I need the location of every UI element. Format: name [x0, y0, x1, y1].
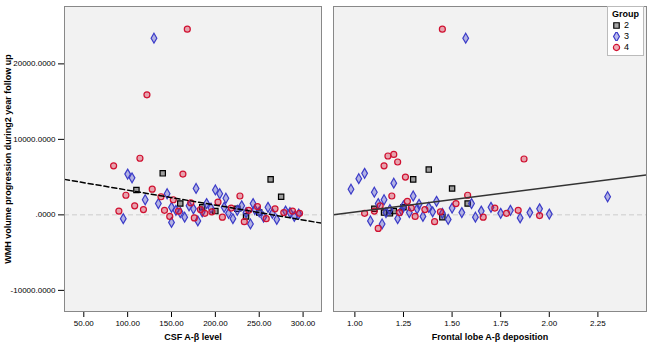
svg-text:2.00: 2.00 [542, 319, 558, 328]
html-text:Group: Group [612, 9, 639, 19]
svg-text:2.25: 2.25 [590, 319, 606, 328]
html-text:3: 3 [624, 31, 629, 41]
html-text:4: 4 [624, 42, 629, 52]
svg-text:CSF A-β level: CSF A-β level [164, 332, 222, 342]
svg-text:200.00: 200.00 [203, 319, 228, 328]
svg-text:10000.0000: 10000.0000 [13, 135, 56, 144]
svg-text:WMH volume progression during2: WMH volume progression during2 year foll… [3, 54, 13, 264]
html-text:2: 2 [624, 20, 629, 30]
svg-text:50.00: 50.00 [74, 319, 95, 328]
svg-text:20000.0000: 20000.0000 [13, 59, 56, 68]
svg-text:.0000: .0000 [35, 210, 56, 219]
svg-text:Frontal lobe A-β deposition: Frontal lobe A-β deposition [432, 332, 549, 342]
svg-text:1.25: 1.25 [396, 319, 412, 328]
svg-text:250.00: 250.00 [247, 319, 272, 328]
svg-text:100.00: 100.00 [115, 319, 140, 328]
svg-text:150.00: 150.00 [159, 319, 184, 328]
svg-text:1.75: 1.75 [493, 319, 509, 328]
svg-text:1.00: 1.00 [347, 319, 363, 328]
svg-text:300.00: 300.00 [291, 319, 316, 328]
svg-text:-10000.0000: -10000.0000 [11, 286, 56, 295]
svg-text:1.50: 1.50 [444, 319, 460, 328]
